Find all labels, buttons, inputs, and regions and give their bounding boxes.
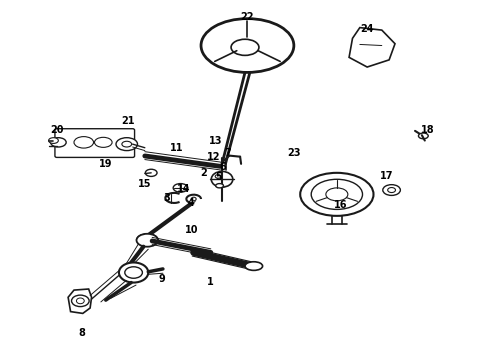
Text: 4: 4	[188, 198, 195, 208]
Text: 14: 14	[177, 184, 191, 194]
Ellipse shape	[311, 179, 363, 210]
Ellipse shape	[418, 133, 428, 139]
Ellipse shape	[116, 138, 138, 150]
Text: 13: 13	[209, 136, 222, 145]
Ellipse shape	[211, 171, 233, 187]
Text: 22: 22	[241, 12, 254, 22]
Text: 24: 24	[361, 24, 374, 35]
Ellipse shape	[388, 188, 395, 193]
Text: 3: 3	[164, 193, 170, 203]
Ellipse shape	[49, 138, 58, 143]
Text: 21: 21	[121, 116, 134, 126]
Ellipse shape	[119, 262, 148, 283]
Polygon shape	[68, 289, 92, 314]
Ellipse shape	[300, 173, 373, 216]
Ellipse shape	[95, 137, 112, 147]
Text: 19: 19	[99, 159, 113, 169]
Ellipse shape	[173, 184, 188, 192]
Text: 12: 12	[206, 152, 220, 162]
Ellipse shape	[72, 295, 89, 307]
Ellipse shape	[201, 19, 294, 72]
Text: 20: 20	[50, 125, 64, 135]
Ellipse shape	[146, 169, 157, 176]
Text: 11: 11	[170, 143, 183, 153]
Ellipse shape	[383, 185, 400, 195]
Text: 18: 18	[421, 125, 435, 135]
Ellipse shape	[74, 136, 94, 148]
Ellipse shape	[245, 262, 263, 270]
Ellipse shape	[231, 39, 259, 55]
Text: 1: 1	[207, 277, 214, 287]
FancyBboxPatch shape	[55, 129, 135, 157]
Ellipse shape	[326, 188, 348, 201]
Ellipse shape	[137, 234, 158, 247]
Text: 2: 2	[200, 168, 207, 178]
Ellipse shape	[216, 184, 223, 188]
Text: 8: 8	[78, 328, 85, 338]
Text: 7: 7	[224, 148, 231, 158]
Ellipse shape	[215, 175, 221, 178]
Text: 17: 17	[380, 171, 393, 181]
Text: 6: 6	[220, 162, 226, 172]
Ellipse shape	[50, 138, 66, 147]
Text: 23: 23	[287, 148, 300, 158]
Text: 16: 16	[334, 200, 347, 210]
Polygon shape	[349, 28, 395, 67]
Text: 10: 10	[185, 225, 198, 235]
Text: 15: 15	[138, 179, 151, 189]
Text: 5: 5	[215, 172, 221, 182]
Ellipse shape	[125, 267, 143, 278]
Text: 9: 9	[159, 274, 165, 284]
Ellipse shape	[191, 197, 196, 201]
